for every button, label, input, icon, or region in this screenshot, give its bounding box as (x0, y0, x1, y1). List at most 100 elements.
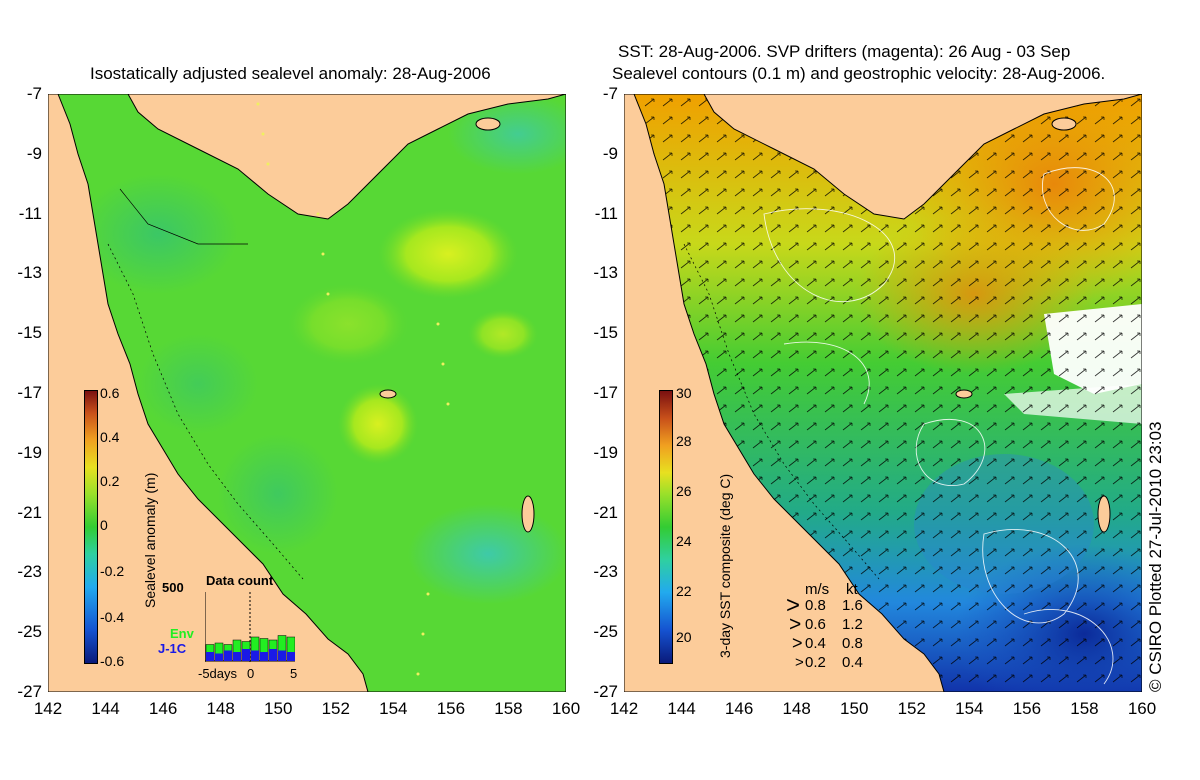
left-lon-tick: 142 (33, 699, 63, 718)
speed-legend-ms: 0.8 (805, 597, 826, 614)
inset-bar-j1c (251, 650, 259, 661)
inset-bars-svg (204, 592, 296, 662)
speed-legend-ms: 0.4 (805, 635, 826, 652)
right-lon-tick: 146 (724, 699, 754, 718)
left-map (48, 94, 566, 692)
left-lat-tick: -27 (17, 682, 42, 701)
right-lon-tick: 142 (609, 699, 639, 718)
inset-x-label-1: 0 (247, 666, 255, 681)
left-cb-tick-3: 0 (100, 517, 108, 533)
left-cb-tick-0: 0.6 (100, 385, 120, 401)
right-lat-tick: -21 (593, 502, 618, 522)
right-lat-tick: -13 (593, 263, 618, 283)
left-cb-tick-6: -0.6 (100, 653, 125, 669)
inset-chart (204, 592, 296, 662)
left-lat-tick: -13 (17, 263, 42, 283)
speed-legend-ms: 0.6 (805, 616, 826, 633)
right-lat-tick: -9 (602, 143, 618, 163)
right-lon-tick: 148 (782, 699, 811, 718)
left-lon-tick: 148 (206, 699, 235, 718)
sealevel-anomaly-map (48, 94, 566, 692)
right-colorbar (659, 390, 673, 664)
right-lat-tick: -7 (602, 84, 618, 103)
right-lat-tick: -15 (593, 323, 618, 343)
right-cb-tick-1: 28 (676, 433, 692, 449)
inset-bar-j1c (242, 649, 250, 661)
left-lon-tick: 146 (148, 699, 178, 718)
right-cb-tick-5: 20 (676, 629, 692, 645)
inset-bar-j1c (206, 652, 214, 661)
right-cb-tick-4: 22 (676, 583, 692, 599)
inset-x-label-2: 5 (290, 666, 298, 681)
inset-bar-j1c (278, 650, 286, 661)
speed-legend-arrow-icon: > (795, 654, 804, 671)
right-lat-tick: -17 (593, 383, 618, 402)
speed-legend-arrow-icon: > (792, 633, 803, 653)
left-lat-tick: -23 (17, 562, 42, 582)
credit-text: © CSIRO Plotted 27-Jul-2010 23:03 (1146, 421, 1165, 692)
left-colorbar (84, 390, 98, 664)
inset-y-max: 500 (162, 580, 184, 595)
right-panel-title-line1: SST: 28-Aug-2006. SVP drifters (magenta)… (618, 42, 1071, 61)
right-cb-tick-0: 30 (676, 385, 692, 401)
right-cb-tick-3: 24 (676, 533, 692, 549)
inset-x-label-0: -5days (198, 666, 238, 681)
left-lat-tick: -21 (17, 502, 42, 522)
speed-legend-kt: 1.6 (842, 597, 863, 614)
left-colorbar-label: Sealevel anomaly (m) (142, 472, 158, 608)
left-panel-title: Isostatically adjusted sealevel anomaly:… (90, 64, 491, 83)
left-cb-tick-5: -0.4 (100, 609, 125, 625)
left-lon-tick: 150 (264, 699, 293, 718)
left-lat-tick: -9 (26, 143, 42, 163)
inset-bar-j1c (233, 652, 241, 661)
inset-bar-j1c (287, 652, 295, 661)
speed-legend-kt: 0.8 (842, 635, 863, 652)
speed-legend-ms: 0.2 (805, 654, 826, 671)
left-lat-tick: -25 (17, 622, 42, 642)
right-lon-tick: 152 (897, 699, 926, 718)
right-lat-tick: -11 (594, 203, 618, 223)
left-lat-tick: -11 (18, 203, 42, 223)
right-lat-tick: -25 (593, 622, 618, 642)
right-lon-tick: 156 (1012, 699, 1042, 718)
left-lat-tick: -7 (26, 84, 42, 103)
right-lat-tick: -27 (593, 682, 618, 701)
inset-bar-j1c (260, 652, 268, 661)
right-cb-tick-2: 26 (676, 483, 692, 499)
right-colorbar-label: 3-day SST composite (deg C) (717, 473, 733, 658)
inset-series-env: Env (170, 626, 194, 641)
inset-bar-j1c (224, 650, 232, 661)
left-cb-tick-1: 0.4 (100, 429, 120, 445)
speed-legend-arrow-icon: > (786, 592, 801, 619)
left-lon-tick: 158 (494, 699, 523, 718)
inset-bar-j1c (215, 653, 223, 661)
left-lat-tick: -15 (17, 323, 42, 343)
left-lon-tick: 160 (551, 699, 581, 718)
speed-legend-kt: 0.4 (842, 654, 863, 671)
right-lon-tick: 150 (840, 699, 869, 718)
left-lon-tick: 144 (91, 699, 120, 718)
sst-map (624, 94, 1142, 692)
right-lon-tick: 144 (667, 699, 696, 718)
right-lon-tick: 154 (955, 699, 984, 718)
right-lon-tick: 158 (1070, 699, 1099, 718)
speed-legend-kt: 1.2 (842, 616, 863, 633)
left-lon-tick: 154 (379, 699, 408, 718)
inset-bar-j1c (269, 649, 277, 661)
speed-legend-arrow-icon: > (789, 613, 802, 636)
left-lon-tick: 152 (321, 699, 350, 718)
inset-title: Data count (206, 573, 274, 588)
speed-legend-header-ms: m/s (805, 581, 830, 598)
left-lon-tick: 156 (436, 699, 466, 718)
speed-legend-header-kt: kt (846, 581, 858, 598)
right-lat-tick: -19 (593, 442, 618, 462)
inset-series-j1c: J-1C (158, 641, 187, 656)
right-panel-title-line2: Sealevel contours (0.1 m) and geostrophi… (612, 64, 1106, 83)
right-lon-tick: 160 (1127, 699, 1157, 718)
right-lat-tick: -23 (593, 562, 618, 582)
left-lat-tick: -17 (17, 383, 42, 402)
left-lat-tick: -19 (17, 442, 42, 462)
left-cb-tick-2: 0.2 (100, 473, 120, 489)
left-cb-tick-4: -0.2 (100, 563, 125, 579)
right-map (624, 94, 1142, 692)
